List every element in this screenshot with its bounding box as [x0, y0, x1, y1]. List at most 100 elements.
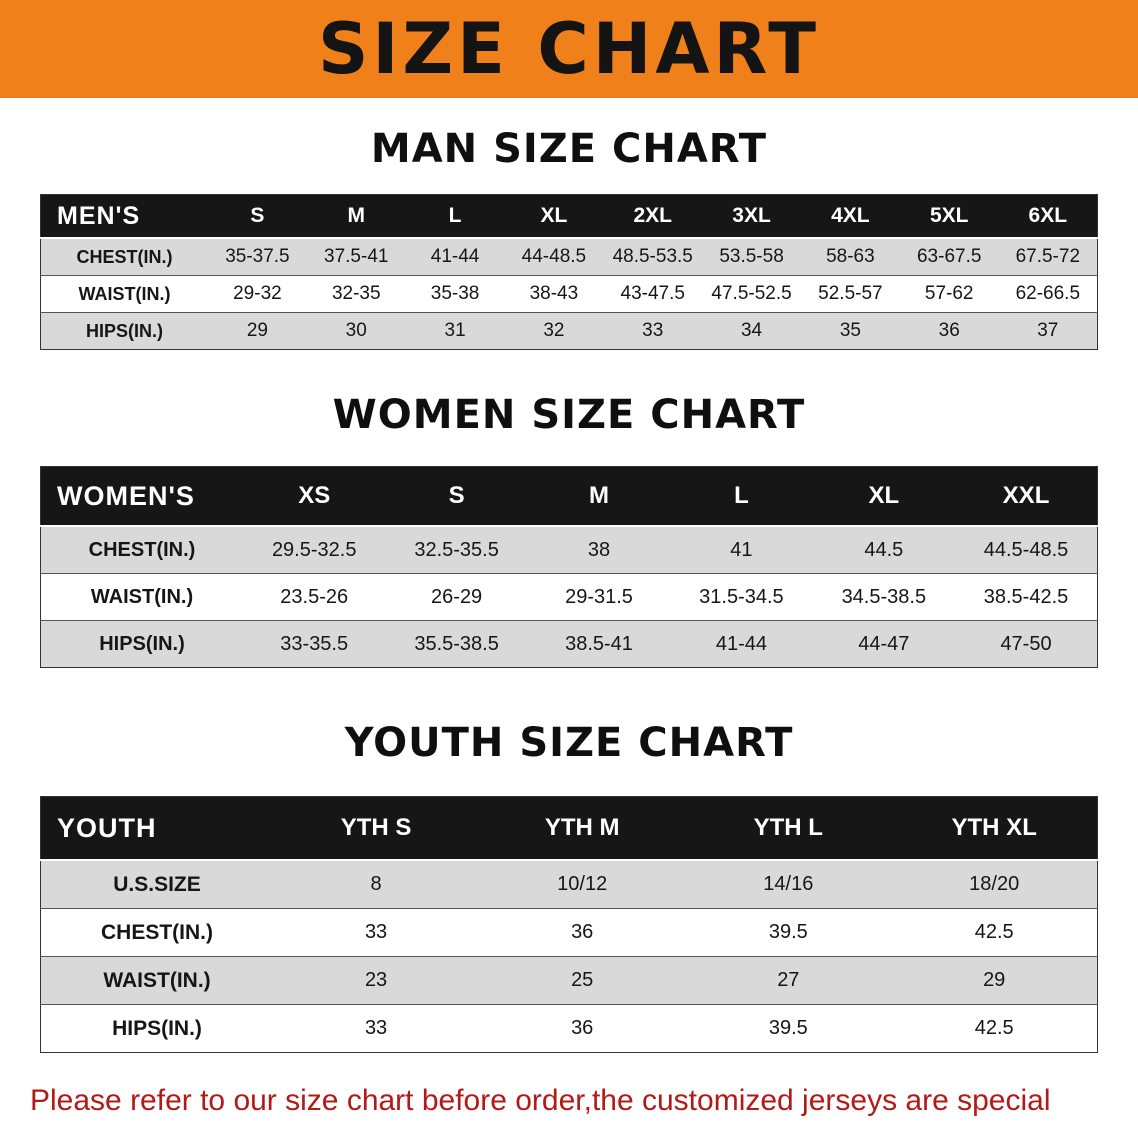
size-value-cell: 25 [479, 956, 686, 1005]
page-title: SIZE CHART [317, 8, 821, 90]
row-label: CHEST(IN.) [40, 237, 208, 276]
size-column-header: XL [504, 194, 604, 239]
size-value-cell: 62-66.5 [998, 275, 1098, 313]
size-column-header: S [385, 466, 528, 527]
size-value-cell: 41 [670, 525, 813, 574]
table-row: WAIST(IN.) 23 25 27 29 [40, 956, 1098, 1005]
table-row: CHEST(IN.) 29.5-32.5 32.5-35.5 38 41 44.5 44.5… [40, 525, 1098, 574]
table-row: WAIST(IN.) 29-32 32-35 35-38 38-43 43-47.5 47.… [40, 275, 1098, 313]
size-value-cell: 67.5-72 [998, 237, 1098, 276]
size-column-header: YTH M [479, 796, 686, 861]
size-value-cell: 29 [208, 312, 307, 350]
size-value-cell: 41-44 [670, 620, 813, 668]
size-value-cell: 30 [306, 312, 406, 350]
size-value-cell: 44-48.5 [504, 237, 604, 276]
size-value-cell: 37 [998, 312, 1098, 350]
size-column-header: S [208, 194, 307, 239]
row-label: U.S.SIZE [40, 859, 273, 909]
size-value-cell: 52.5-57 [800, 275, 900, 313]
size-value-cell: 36 [479, 1004, 686, 1053]
size-column-header: 5XL [899, 194, 999, 239]
mens-size-table: MEN'S S M L XL 2XL 3XL 4XL 5XL 6XL CHEST(IN.) 35-37… [40, 194, 1098, 350]
size-value-cell: 33 [603, 312, 703, 350]
table-row: HIPS(IN.) 29 30 31 32 33 34 35 36 37 [40, 312, 1098, 350]
size-value-cell: 29 [891, 956, 1098, 1005]
size-value-cell: 48.5-53.5 [603, 237, 703, 276]
row-label: CHEST(IN.) [40, 908, 273, 957]
size-value-cell: 37.5-41 [306, 237, 406, 276]
size-value-cell: 63-67.5 [899, 237, 999, 276]
table-row: HIPS(IN.) 33 36 39.5 42.5 [40, 1004, 1098, 1053]
row-label: WAIST(IN.) [40, 573, 243, 621]
size-column-header: 3XL [702, 194, 801, 239]
size-value-cell: 35-37.5 [208, 237, 307, 276]
size-value-cell: 35 [800, 312, 900, 350]
size-value-cell: 23.5-26 [243, 573, 386, 621]
size-value-cell: 58-63 [800, 237, 900, 276]
youth-section-heading: YOUTH SIZE CHART [344, 720, 794, 766]
size-value-cell: 26-29 [385, 573, 528, 621]
size-value-cell: 44.5 [812, 525, 956, 574]
size-column-header: XS [243, 466, 386, 527]
size-value-cell: 33-35.5 [243, 620, 386, 668]
table-header-row: MEN'S S M L XL 2XL 3XL 4XL 5XL 6XL [40, 194, 1098, 239]
size-value-cell: 34 [702, 312, 801, 350]
size-column-header: L [405, 194, 505, 239]
size-value-cell: 42.5 [891, 908, 1098, 957]
table-row: U.S.SIZE 8 10/12 14/16 18/20 [40, 859, 1098, 909]
size-value-cell: 32 [504, 312, 604, 350]
table-header-row: WOMEN'S XS S M L XL XXL [40, 466, 1098, 527]
size-value-cell: 33 [273, 1004, 480, 1053]
size-value-cell: 43-47.5 [603, 275, 703, 313]
size-value-cell: 10/12 [479, 859, 686, 909]
size-column-header: 2XL [603, 194, 703, 239]
size-value-cell: 34.5-38.5 [812, 573, 956, 621]
row-label: HIPS(IN.) [40, 1004, 273, 1053]
row-label: WAIST(IN.) [40, 275, 208, 313]
size-value-cell: 31 [405, 312, 505, 350]
size-value-cell: 38-43 [504, 275, 604, 313]
disclaimer: Please refer to our size chart before or… [30, 1079, 1138, 1132]
size-value-cell: 47.5-52.5 [702, 275, 801, 313]
size-column-header: M [306, 194, 406, 239]
size-column-header: M [527, 466, 671, 527]
size-column-header: YTH L [685, 796, 892, 861]
table-corner-label: YOUTH [40, 796, 273, 861]
table-row: HIPS(IN.) 33-35.5 35.5-38.5 38.5-41 41-44 44-… [40, 620, 1098, 668]
size-value-cell: 38.5-42.5 [955, 573, 1098, 621]
size-value-cell: 32.5-35.5 [385, 525, 528, 574]
size-column-header: L [670, 466, 813, 527]
table-header-row: YOUTH YTH S YTH M YTH L YTH XL [40, 796, 1098, 861]
row-label: WAIST(IN.) [40, 956, 273, 1005]
size-column-header: 4XL [800, 194, 900, 239]
size-column-header: YTH XL [891, 796, 1098, 861]
row-label: CHEST(IN.) [40, 525, 243, 574]
size-value-cell: 53.5-58 [702, 237, 801, 276]
table-row: CHEST(IN.) 33 36 39.5 42.5 [40, 908, 1098, 957]
men-section-heading: MAN SIZE CHART [370, 126, 768, 172]
size-value-cell: 35.5-38.5 [385, 620, 528, 668]
size-value-cell: 23 [273, 956, 480, 1005]
size-value-cell: 38 [527, 525, 671, 574]
size-column-header: 6XL [998, 194, 1098, 239]
banner: SIZE CHART [0, 0, 1138, 98]
size-value-cell: 32-35 [306, 275, 406, 313]
youth-size-table: YOUTH YTH S YTH M YTH L YTH XL U.S.SIZE 8 10/12… [40, 796, 1098, 1053]
size-value-cell: 36 [479, 908, 686, 957]
size-value-cell: 42.5 [891, 1004, 1098, 1053]
size-value-cell: 8 [273, 859, 480, 909]
size-value-cell: 18/20 [891, 859, 1098, 909]
women-section-heading: WOMEN SIZE CHART [332, 392, 806, 438]
size-value-cell: 41-44 [405, 237, 505, 276]
table-corner-label: WOMEN'S [40, 466, 243, 527]
row-label: HIPS(IN.) [40, 312, 208, 350]
size-value-cell: 14/16 [685, 859, 892, 909]
size-column-header: XL [812, 466, 956, 527]
size-column-header: XXL [955, 466, 1098, 527]
size-value-cell: 47-50 [955, 620, 1098, 668]
size-chart-content: MAN SIZE CHART MEN'S S M L XL 2XL 3XL 4XL 5XL 6XL… [0, 98, 1138, 1132]
size-value-cell: 29-31.5 [527, 573, 671, 621]
size-value-cell: 44.5-48.5 [955, 525, 1098, 574]
size-value-cell: 57-62 [899, 275, 999, 313]
size-column-header: YTH S [273, 796, 480, 861]
